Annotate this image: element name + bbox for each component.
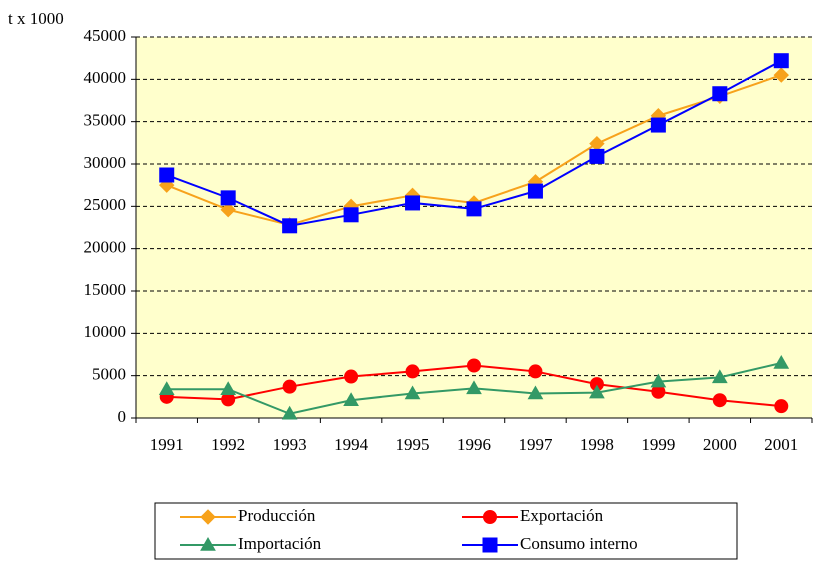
marker [589, 384, 605, 399]
y-tick-label: 25000 [84, 195, 127, 214]
marker [712, 86, 728, 102]
x-tick-label: 1999 [641, 435, 675, 454]
marker [711, 369, 728, 384]
marker [483, 510, 497, 524]
y-tick-label: 5000 [92, 365, 126, 384]
marker [405, 195, 421, 211]
marker [159, 167, 175, 183]
marker [343, 207, 359, 223]
marker [343, 392, 359, 406]
x-tick-label: 1993 [273, 435, 307, 454]
marker [650, 373, 667, 388]
x-tick-label: 2001 [764, 435, 798, 454]
marker [282, 379, 297, 394]
marker [220, 202, 236, 218]
marker [773, 67, 789, 83]
y-tick-label: 0 [118, 407, 127, 426]
marker [404, 385, 421, 400]
marker [527, 385, 544, 400]
x-tick-label: 1995 [396, 435, 430, 454]
legend-label: Exportación [520, 506, 604, 525]
marker [220, 190, 236, 206]
x-tick-label: 1992 [211, 435, 245, 454]
x-tick-label: 1996 [457, 435, 491, 454]
legend-label: Importación [238, 534, 322, 553]
x-tick-label: 1994 [334, 435, 369, 454]
x-tick-label: 1998 [580, 435, 614, 454]
marker [589, 148, 605, 164]
marker [774, 399, 789, 414]
marker [482, 537, 498, 553]
marker [466, 380, 482, 395]
y-tick-label: 40000 [84, 68, 127, 87]
marker [344, 369, 359, 384]
marker [467, 358, 481, 373]
legend-label: Producción [238, 506, 316, 525]
x-tick-label: 1997 [518, 435, 553, 454]
marker [773, 354, 790, 369]
y-tick-label: 10000 [84, 322, 127, 341]
marker [528, 364, 543, 379]
legend-label: Consumo interno [520, 534, 638, 553]
marker [773, 53, 789, 69]
y-tick-label: 15000 [84, 280, 127, 299]
marker [200, 509, 216, 525]
marker [466, 201, 482, 217]
marker [200, 536, 216, 551]
marker [282, 218, 298, 234]
y-axis-label: t x 1000 [8, 9, 64, 28]
y-tick-label: 30000 [84, 153, 127, 172]
x-tick-label: 2000 [703, 435, 737, 454]
marker [158, 381, 175, 395]
x-tick-label: 1991 [150, 435, 184, 454]
legend-box [154, 502, 738, 560]
y-tick-label: 35000 [84, 111, 127, 130]
marker [405, 364, 420, 379]
plot-area [136, 37, 812, 418]
y-tick-label: 45000 [84, 26, 127, 45]
marker [527, 183, 543, 199]
y-tick-label: 20000 [84, 238, 127, 257]
marker [650, 117, 666, 133]
marker [220, 381, 237, 395]
marker [712, 393, 727, 408]
marker [281, 405, 298, 420]
